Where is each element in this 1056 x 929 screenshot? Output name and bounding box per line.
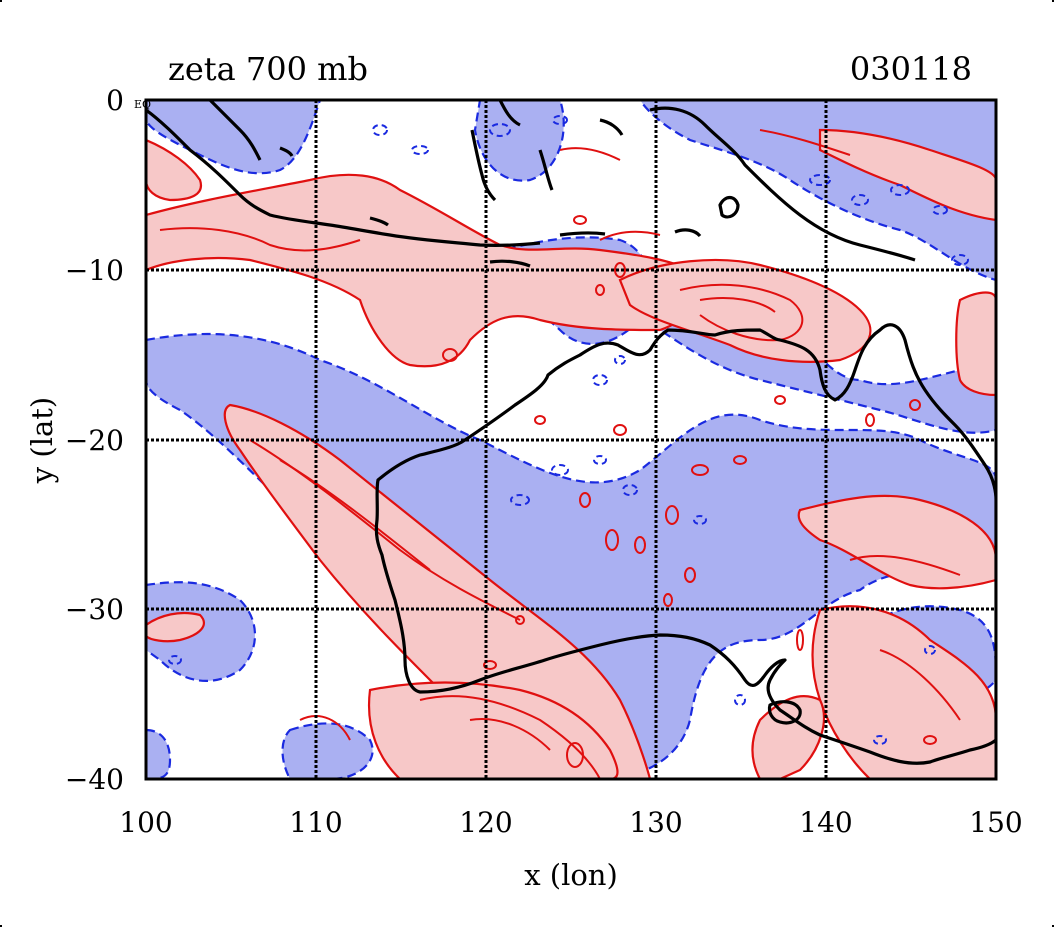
date-label: 030118 (850, 50, 972, 88)
x-tick-110: 110 (289, 806, 342, 839)
equator-mark: EQ (134, 98, 151, 111)
positive-small-contours (442, 215, 937, 768)
negative-vorticity-fill (146, 100, 996, 779)
y-tick-minus10: −10 (65, 254, 124, 287)
y-axis-label: y (lat) (25, 397, 59, 484)
y-tick-minus40: −40 (65, 763, 124, 796)
y-tick-minus20: −20 (65, 424, 124, 457)
x-axis-label: x (lon) (524, 858, 618, 892)
map-title: zeta 700 mb (168, 50, 368, 88)
coastline (146, 100, 996, 765)
plot-area (146, 100, 996, 779)
y-tick-minus30: −30 (65, 593, 124, 626)
y-tick-labels: 0 −10 −20 −30 −40 (65, 84, 124, 796)
negative-small-contours (168, 115, 969, 745)
plot-frame (144, 98, 998, 781)
x-tick-120: 120 (459, 806, 512, 839)
positive-contour-lines (159, 129, 961, 779)
y-tick-0: 0 (106, 84, 124, 117)
positive-vorticity-fill (146, 128, 996, 779)
x-tick-150: 150 (969, 806, 1022, 839)
x-tick-labels: 100 110 120 130 140 150 (119, 806, 1022, 839)
x-tick-100: 100 (119, 806, 172, 839)
x-tick-130: 130 (629, 806, 682, 839)
gridlines (146, 100, 996, 779)
x-tick-140: 140 (799, 806, 852, 839)
